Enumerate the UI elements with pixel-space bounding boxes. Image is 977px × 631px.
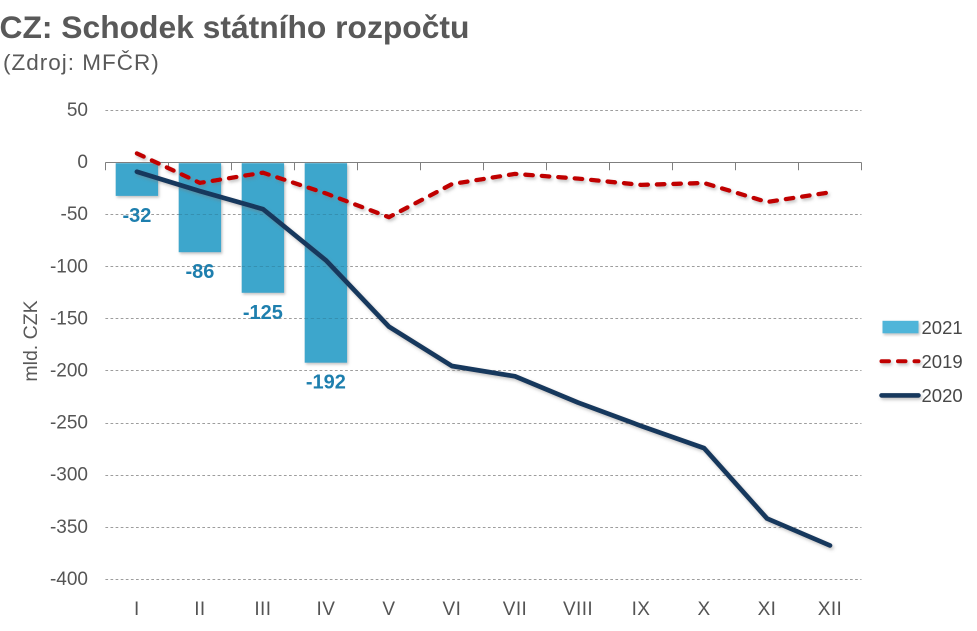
svg-text:-200: -200 xyxy=(50,361,88,382)
svg-text:I: I xyxy=(134,599,140,620)
svg-text:-32: -32 xyxy=(122,205,151,227)
svg-text:-250: -250 xyxy=(50,413,88,434)
svg-text:-192: -192 xyxy=(306,372,346,394)
svg-text:-50: -50 xyxy=(61,204,88,225)
svg-text:VI: VI xyxy=(443,599,462,620)
svg-text:V: V xyxy=(382,599,395,620)
svg-text:2021: 2021 xyxy=(922,317,963,338)
svg-text:IV: IV xyxy=(317,599,336,620)
svg-text:2019: 2019 xyxy=(922,351,963,372)
svg-text:XI: XI xyxy=(758,599,777,620)
svg-text:III: III xyxy=(254,599,271,620)
svg-text:II: II xyxy=(194,599,205,620)
svg-text:VII: VII xyxy=(503,599,527,620)
svg-text:50: 50 xyxy=(67,100,88,121)
svg-text:VIII: VIII xyxy=(563,599,593,620)
svg-text:2020: 2020 xyxy=(922,385,963,406)
svg-text:0: 0 xyxy=(77,152,88,173)
svg-text:IX: IX xyxy=(632,599,651,620)
svg-text:-350: -350 xyxy=(50,517,88,538)
svg-text:XII: XII xyxy=(818,599,842,620)
svg-text:mld. CZK: mld. CZK xyxy=(20,300,42,381)
svg-text:-125: -125 xyxy=(243,302,283,324)
svg-text:-150: -150 xyxy=(50,308,88,329)
svg-text:-300: -300 xyxy=(50,465,88,486)
svg-text:-400: -400 xyxy=(50,569,88,590)
svg-text:-100: -100 xyxy=(50,256,88,277)
svg-text:-86: -86 xyxy=(185,261,214,283)
svg-text:X: X xyxy=(697,599,710,620)
